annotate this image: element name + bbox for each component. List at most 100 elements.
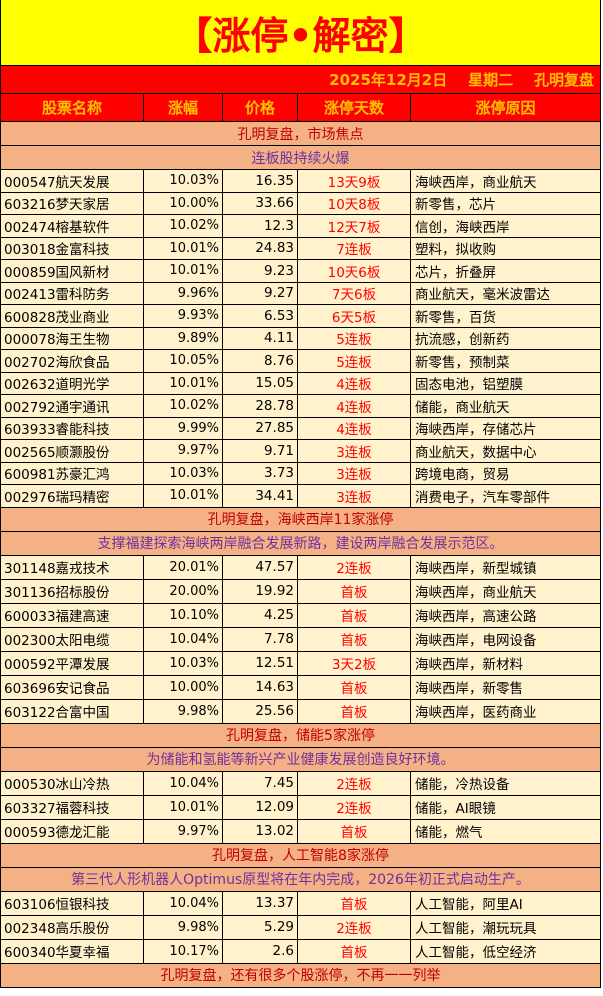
cell-stock-name: 002632道明光学: [1, 372, 144, 394]
cell-limit-days: 7天6板: [298, 282, 411, 304]
cell-stock-name: 000547航天发展: [1, 170, 144, 192]
table-row: 000078海王生物 9.89% 4.11 5连板 抗流感，创新药: [1, 327, 600, 350]
cell-change-pct: 10.04%: [144, 627, 223, 651]
table-row: 000859国风新材 10.01% 9.23 10天6板 芯片，折叠屏: [1, 260, 600, 283]
section-subheading: 连板股持续火爆: [1, 146, 600, 170]
cell-price: 27.85: [223, 417, 298, 439]
cell-change-pct: 10.01%: [144, 260, 223, 282]
sections: 孔明复盘，市场焦点 连板股持续火爆 000547航天发展 10.03% 16.35 13天…: [1, 122, 600, 964]
cell-price: 34.41: [223, 485, 298, 507]
cell-reason: 海峡西岸，新材料: [415, 657, 523, 673]
cell-reason: 塑料，拟收购: [415, 242, 496, 259]
table-row: 600828茂业商业 9.93% 6.53 6天5板 新零售，百货: [1, 305, 600, 328]
cell-stock-name: 000078海王生物: [1, 327, 144, 349]
cell-stock-name: 600340华夏幸福: [1, 939, 144, 963]
cell-change-pct: 10.00%: [144, 675, 223, 699]
cell-reason: 人工智能，潮玩玩具: [415, 921, 537, 937]
footer-note: 孔明复盘，还有很多个股涨停，不再一一列举: [1, 963, 600, 988]
cell-change-pct: 10.04%: [144, 891, 223, 915]
cell-price: 4.25: [223, 603, 298, 627]
cell-reason: 新零售，芯片: [415, 197, 496, 214]
cell-limit-days: 首板: [298, 819, 411, 843]
cell-change-pct: 10.02%: [144, 215, 223, 237]
section-group: 孔明复盘，人工智能8家涨停 第三代人形机器人Optimus原型将在年内完成，202…: [1, 843, 600, 964]
header-days: 涨停天数: [298, 94, 411, 121]
cell-stock-name: 600033福建高速: [1, 603, 144, 627]
cell-change-pct: 10.00%: [144, 192, 223, 214]
cell-change-pct: 9.93%: [144, 305, 223, 327]
cell-stock-name: 000859国风新材: [1, 260, 144, 282]
cell-change-pct: 10.05%: [144, 350, 223, 372]
cell-price: 24.83: [223, 237, 298, 259]
table-row: 000593德龙汇能 9.97% 13.02 首板 储能，燃气: [1, 819, 600, 844]
table-row: 000547航天发展 10.03% 16.35 13天9板 海峡西岸，商业航天: [1, 170, 600, 193]
cell-limit-days: 4连板: [298, 417, 411, 439]
cell-reason: 抗流感，创新药: [415, 332, 510, 349]
cell-price: 12.51: [223, 651, 298, 675]
section-group: 孔明复盘，市场焦点 连板股持续火爆 000547航天发展 10.03% 16.35 13天…: [1, 122, 600, 508]
table-row: 002565顺灏股份 9.97% 9.71 3连板 商业航天，数据中心: [1, 440, 600, 463]
table-row: 603327福蓉科技 10.01% 12.09 2连板 储能，AI眼镜: [1, 795, 600, 820]
cell-change-pct: 10.01%: [144, 237, 223, 259]
cell-reason: 海峡西岸，电网设备: [415, 633, 537, 649]
header-price: 价格: [223, 94, 298, 121]
table-row: 603933睿能科技 9.99% 27.85 4连板 海峡西岸，存储芯片: [1, 417, 600, 440]
section-heading: 孔明复盘，市场焦点: [1, 122, 600, 146]
table-row: 002632道明光学 10.01% 15.05 4连板 固态电池，铝塑膜: [1, 372, 600, 395]
cell-limit-days: 2连板: [298, 771, 411, 795]
cell-price: 8.76: [223, 350, 298, 372]
table-row: 000592平潭发展 10.03% 12.51 3天2板 海峡西岸，新材料: [1, 651, 600, 676]
cell-reason: 海峡西岸，医药商业: [415, 705, 537, 721]
cell-change-pct: 10.17%: [144, 939, 223, 963]
table-row: 600033福建高速 10.10% 4.25 首板 海峡西岸，高速公路: [1, 603, 600, 628]
cell-reason: 人工智能，低空经济: [415, 945, 537, 961]
header-change: 涨幅: [144, 94, 223, 121]
cell-price: 13.37: [223, 891, 298, 915]
cell-stock-name: 000592平潭发展: [1, 651, 144, 675]
cell-stock-name: 000593德龙汇能: [1, 819, 144, 843]
cell-stock-name: 603933睿能科技: [1, 417, 144, 439]
cell-limit-days: 5连板: [298, 327, 411, 349]
table-row: 002792通宇通讯 10.02% 28.78 4连板 储能，商业航天: [1, 395, 600, 418]
cell-stock-name: 603327福蓉科技: [1, 795, 144, 819]
cell-change-pct: 10.03%: [144, 462, 223, 484]
cell-limit-days: 10天8板: [298, 192, 411, 214]
cell-stock-name: 002976瑞玛精密: [1, 485, 144, 507]
cell-reason: 储能，AI眼镜: [415, 801, 496, 817]
cell-change-pct: 9.98%: [144, 699, 223, 723]
cell-change-pct: 10.01%: [144, 795, 223, 819]
cell-price: 28.78: [223, 395, 298, 417]
table-row: 002474榕基软件 10.02% 12.3 12天7板 信创，海峡西岸: [1, 215, 600, 238]
cell-reason: 储能，燃气: [415, 825, 483, 841]
cell-limit-days: 首板: [298, 627, 411, 651]
cell-reason: 人工智能，阿里AI: [415, 897, 523, 913]
page-title: 【涨停•解密】: [1, 0, 600, 66]
cell-stock-name: 301148嘉戎技术: [1, 555, 144, 579]
cell-stock-name: 002565顺灏股份: [1, 440, 144, 462]
cell-price: 47.57: [223, 555, 298, 579]
header-stock-name: 股票名称: [1, 94, 144, 121]
cell-price: 9.27: [223, 282, 298, 304]
section-group: 孔明复盘，储能5家涨停 为储能和氢能等新兴产业健康发展创造良好环境。 000530冰…: [1, 723, 600, 844]
cell-limit-days: 4连板: [298, 372, 411, 394]
cell-stock-name: 002792通宇通讯: [1, 395, 144, 417]
table-row: 002976瑞玛精密 10.01% 34.41 3连板 消费电子，汽车零部件: [1, 485, 600, 508]
table-row: 003018金富科技 10.01% 24.83 7连板 塑料，拟收购: [1, 237, 600, 260]
column-headers: 股票名称 涨幅 价格 涨停天数 涨停原因: [1, 94, 600, 122]
cell-price: 9.23: [223, 260, 298, 282]
cell-stock-name: 603122合富中国: [1, 699, 144, 723]
table-row: 600340华夏幸福 10.17% 2.6 首板 人工智能，低空经济: [1, 939, 600, 964]
cell-stock-name: 003018金富科技: [1, 237, 144, 259]
cell-price: 15.05: [223, 372, 298, 394]
cell-price: 12.09: [223, 795, 298, 819]
cell-reason: 储能，冷热设备: [415, 777, 510, 793]
cell-limit-days: 7连板: [298, 237, 411, 259]
cell-stock-name: 603106恒银科技: [1, 891, 144, 915]
cell-change-pct: 20.01%: [144, 555, 223, 579]
cell-limit-days: 首板: [298, 603, 411, 627]
cell-reason: 海峡西岸，新零售: [415, 681, 523, 697]
cell-limit-days: 2连板: [298, 795, 411, 819]
date-line: 2025年12月2日 星期二 孔明复盘: [1, 66, 600, 94]
cell-stock-name: 603696安记食品: [1, 675, 144, 699]
